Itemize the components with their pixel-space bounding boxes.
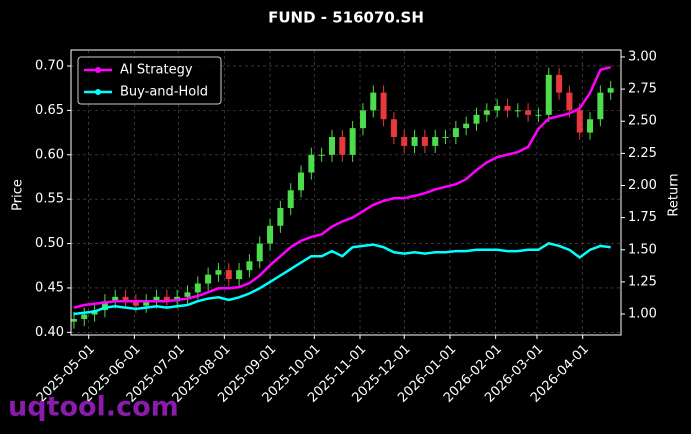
candle-body — [370, 92, 377, 111]
candle-body — [287, 190, 294, 209]
legend-box — [77, 56, 222, 105]
candle-body — [267, 225, 274, 244]
candle-body — [205, 274, 212, 284]
y2-tick-label: 1.75 — [628, 210, 657, 225]
candle-body — [359, 110, 366, 129]
candle-body — [122, 296, 129, 302]
candle-body — [525, 110, 532, 115]
candle-body — [576, 110, 583, 133]
candle-body — [587, 119, 594, 133]
candle-body — [339, 137, 346, 155]
candle-body — [112, 296, 119, 302]
candle-body — [101, 301, 108, 311]
legend-marker — [95, 89, 101, 95]
y-tick-label: 0.60 — [35, 147, 64, 162]
candle-body — [225, 270, 232, 280]
candle-body — [349, 128, 356, 155]
candle-body — [494, 105, 501, 111]
y-tick-label: 0.70 — [35, 58, 64, 73]
y-tick-label: 0.50 — [35, 236, 64, 251]
candle-body — [556, 74, 563, 93]
candle-body — [236, 270, 243, 280]
candle-body — [607, 88, 614, 93]
candle-body — [401, 137, 408, 146]
legend-marker — [95, 67, 101, 73]
y2-tick-label: 2.75 — [628, 82, 657, 97]
candle-body — [163, 296, 170, 302]
candle-body — [483, 110, 490, 115]
candle-body — [184, 292, 191, 297]
candle-body — [514, 110, 521, 112]
y-axis-label: Price — [11, 179, 26, 211]
candle-body — [545, 74, 552, 115]
candle-body — [298, 172, 305, 191]
candle-body — [132, 301, 139, 306]
legend-label: Buy-and-Hold — [120, 85, 208, 100]
return-line — [73, 65, 612, 309]
candle-body — [504, 105, 511, 111]
candle-body — [597, 92, 604, 120]
candle-body — [566, 92, 573, 111]
y-tick-label: 0.40 — [35, 325, 64, 340]
candle-body — [308, 154, 315, 173]
y2-tick-label: 1.50 — [628, 242, 657, 257]
y2-tick-label: 2.00 — [628, 178, 657, 193]
candle-body — [256, 243, 263, 262]
y-tick-label: 0.65 — [35, 103, 64, 118]
candle-body — [535, 114, 542, 116]
y2-axis-label: Return — [667, 173, 682, 216]
y-tick-label: 0.45 — [35, 280, 64, 295]
return-line — [73, 241, 611, 316]
candle-body — [143, 301, 150, 306]
candle-body — [215, 270, 222, 275]
candle-body — [411, 137, 418, 146]
y2-tick-label: 2.50 — [628, 114, 657, 129]
chart-title: FUND - 516070.SH — [268, 9, 424, 27]
y-tick-label: 0.55 — [35, 192, 64, 207]
candle-body — [442, 137, 449, 139]
candle-body — [421, 137, 428, 146]
candle-body — [432, 137, 439, 146]
y2-tick-label: 1.00 — [628, 307, 657, 322]
plot-frame — [70, 49, 622, 336]
candle-body — [463, 123, 470, 129]
y2-tick-label: 1.25 — [628, 274, 657, 289]
watermark: uqtool.com — [8, 392, 179, 423]
candle-body — [390, 119, 397, 138]
legend-label: AI Strategy — [120, 63, 193, 78]
candle-body — [277, 208, 284, 226]
candle-body — [380, 92, 387, 120]
candle-body — [318, 154, 325, 156]
candle-body — [70, 319, 77, 322]
candle-body — [153, 296, 160, 302]
candle-body — [473, 114, 480, 124]
candle-body — [246, 261, 253, 271]
y2-tick-label: 3.00 — [628, 49, 657, 64]
candle-body — [81, 314, 88, 320]
y2-tick-label: 2.25 — [628, 146, 657, 161]
candle-body — [452, 128, 459, 138]
candle-body — [194, 283, 201, 293]
candle-body — [328, 137, 335, 155]
